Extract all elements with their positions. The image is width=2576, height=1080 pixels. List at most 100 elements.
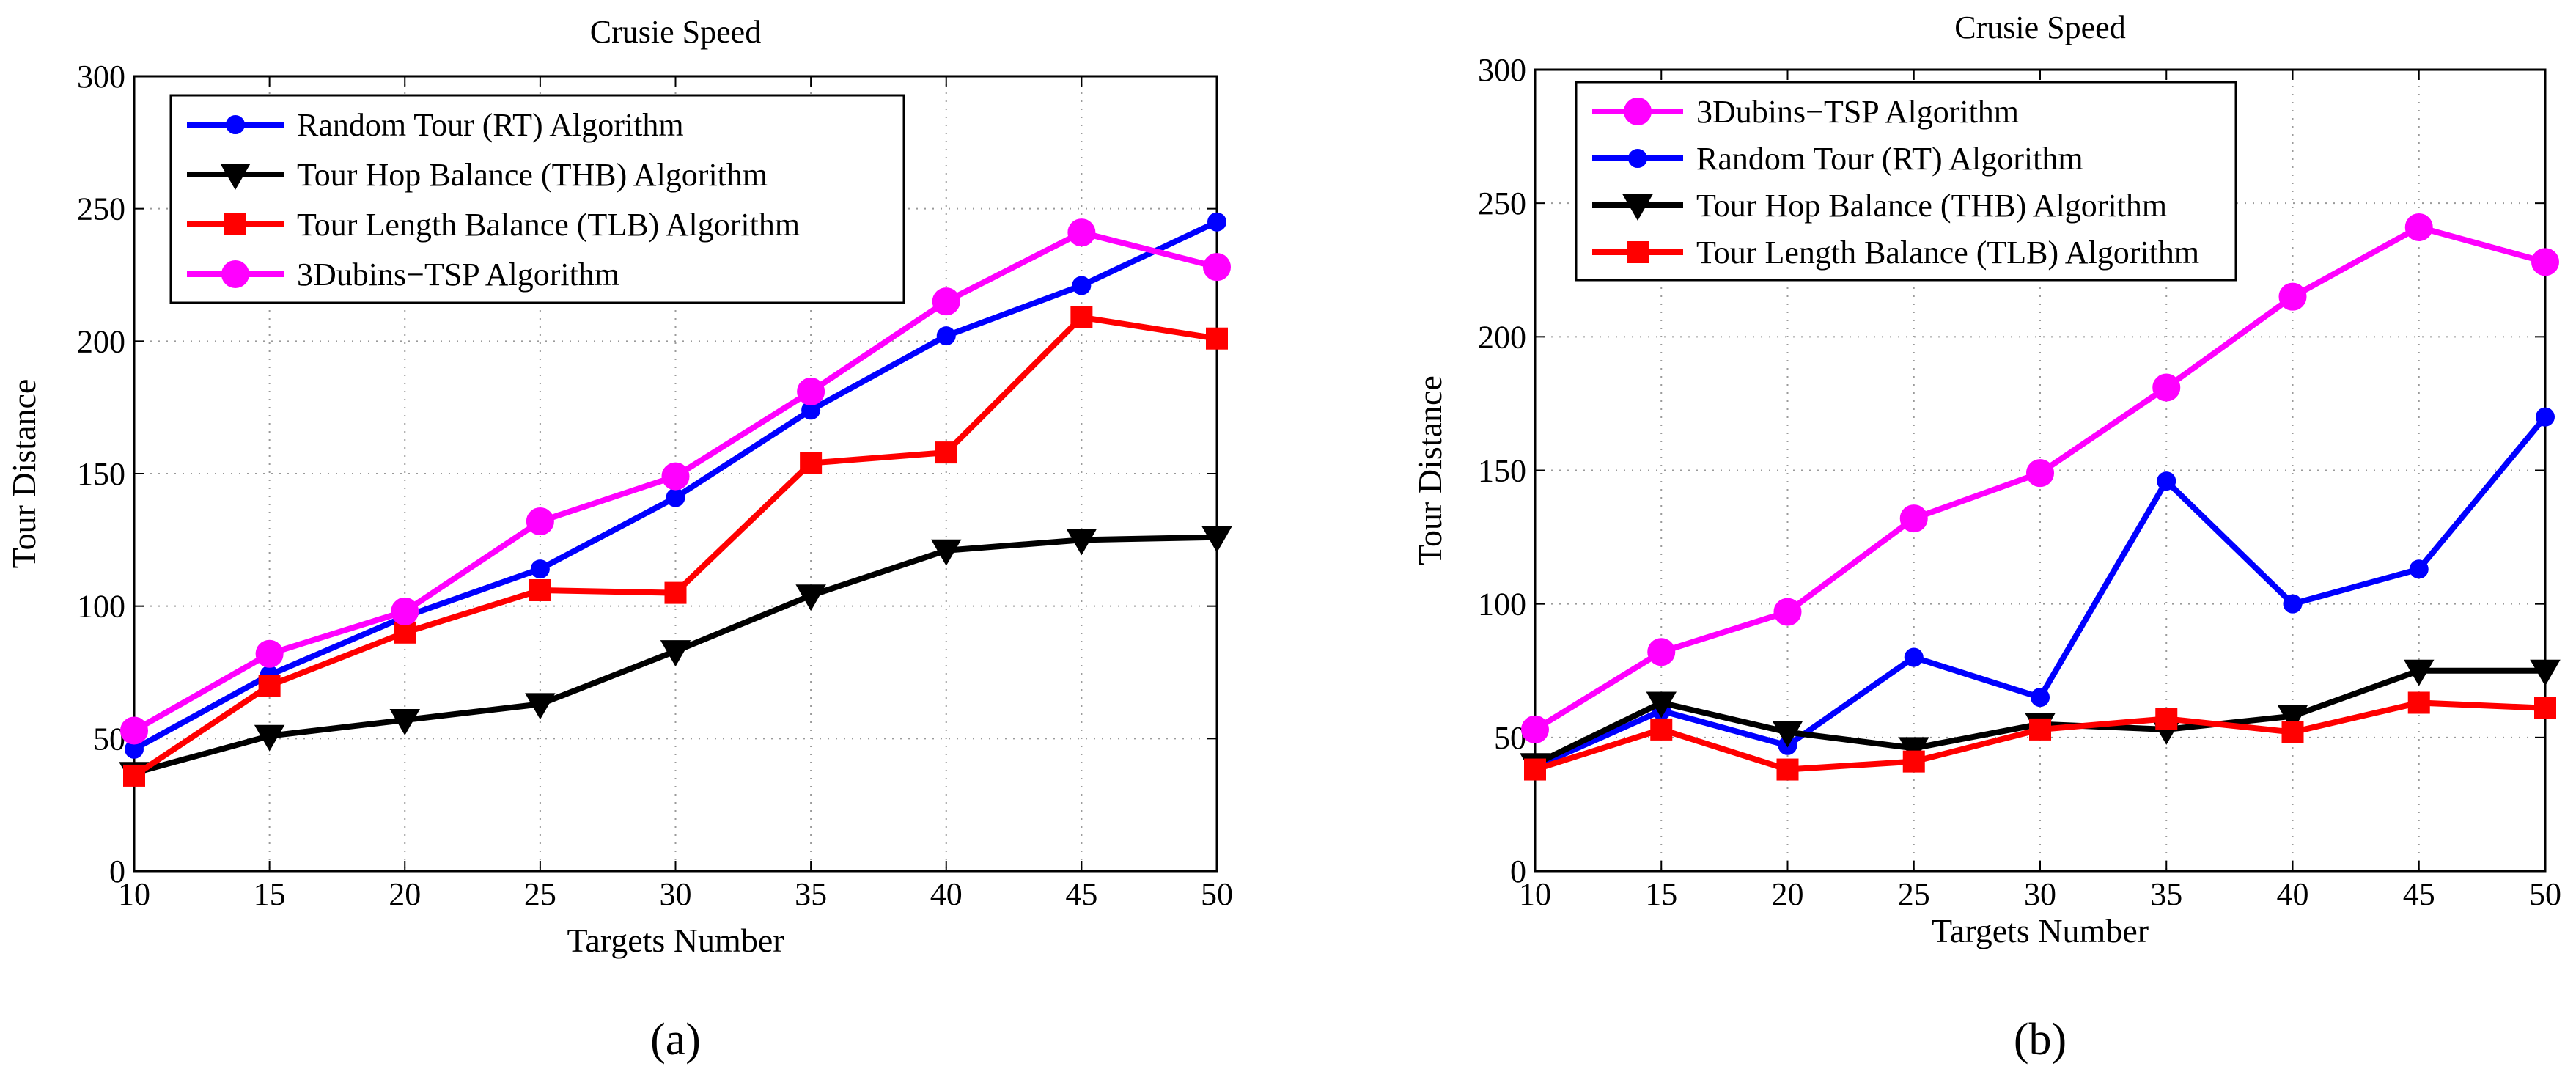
series-tour-length-balance-tlb-algorithm (1524, 691, 2556, 781)
data-point (1066, 529, 1097, 556)
data-point (1521, 715, 1549, 743)
data-point (1646, 691, 1677, 719)
x-tick-label: 30 (660, 876, 692, 912)
y-tick-label: 250 (1478, 185, 1526, 221)
data-point (1650, 718, 1673, 741)
data-point (258, 675, 281, 697)
data-point (2404, 659, 2435, 686)
data-point (1067, 218, 1096, 247)
y-tick-label: 100 (1478, 587, 1526, 622)
chart-a: 10 15 20 25 30 35 40 45 50 0 50 100 150 200 250 300 Crus… (5, 14, 1233, 1065)
y-tick-label: 0 (109, 853, 125, 889)
data-point (2530, 659, 2561, 686)
data-point (1902, 750, 1925, 773)
data-point (1899, 737, 1929, 764)
data-point (2281, 721, 2304, 743)
data-point (123, 764, 145, 787)
data-point (661, 462, 690, 491)
data-point (254, 724, 285, 752)
data-point (2157, 471, 2176, 491)
data-point (2534, 697, 2556, 719)
legend-marker (1627, 241, 1649, 263)
data-point (666, 488, 685, 507)
y-tick-label: 100 (77, 589, 125, 625)
x-tick-label: 50 (2529, 876, 2561, 912)
legend-item: Tour Hop Balance (THB) Algorithm (187, 157, 768, 193)
data-point (1203, 253, 1231, 282)
data-point (1072, 276, 1092, 295)
data-point (1899, 504, 1928, 533)
data-point (255, 639, 284, 668)
legend-box (1575, 81, 2237, 282)
data-point (664, 581, 687, 604)
chart-title: Crusie Speed (1954, 10, 2125, 45)
data-point (931, 539, 962, 566)
y-tick-label: 300 (77, 59, 125, 95)
figure-caption: (b) (2014, 1015, 2067, 1065)
x-tick-label: 20 (389, 876, 421, 912)
data-point (529, 578, 551, 601)
legend-label: 3Dubins−TSP Algorithm (1696, 94, 2019, 130)
data-point (1201, 526, 1232, 553)
x-tick-label: 15 (254, 876, 286, 912)
x-tick-label: 10 (118, 876, 150, 912)
data-point (2536, 407, 2555, 427)
y-tick-label: 250 (77, 191, 125, 227)
legend-item: Tour Length Balance (TLB) Algorithm (1592, 235, 2199, 271)
data-point (2278, 282, 2307, 311)
x-tick-label: 50 (1201, 876, 1233, 912)
data-point (2031, 688, 2050, 708)
legend-label: Tour Hop Balance (THB) Algorithm (297, 157, 768, 193)
legend-item: Tour Length Balance (TLB) Algorithm (187, 207, 800, 243)
legend-marker (226, 115, 245, 134)
data-point (1647, 638, 1676, 666)
data-point (1776, 758, 1799, 781)
data-point (1904, 647, 1924, 667)
series-3dubins-tsp-algorithm (120, 218, 1231, 745)
legend-label: Tour Length Balance (TLB) Algorithm (297, 207, 800, 243)
data-point (2152, 373, 2181, 402)
x-tick-label: 40 (930, 876, 963, 912)
legend: Random Tour (RT) Algorithm Tour Hop Balan… (169, 94, 905, 304)
legend-item: 3Dubins−TSP Algorithm (1592, 94, 2019, 130)
series-3dubins-tsp-algorithm (1521, 213, 2559, 743)
data-point (1070, 306, 1093, 328)
y-tick-label: 150 (77, 456, 125, 492)
figure-caption: (a) (650, 1015, 701, 1065)
data-point (120, 716, 148, 745)
x-tick-label: 25 (1898, 876, 1930, 912)
data-point (2029, 718, 2051, 741)
data-point (795, 584, 826, 611)
data-point (660, 640, 691, 667)
data-point (936, 326, 956, 346)
x-tick-label: 40 (2277, 876, 2309, 912)
y-axis-label: Tour Distance (1411, 375, 1449, 565)
chart-title: Crusie Speed (590, 14, 761, 50)
legend-item: Random Tour (RT) Algorithm (187, 107, 684, 143)
x-tick-label: 25 (524, 876, 556, 912)
data-point (2404, 213, 2433, 241)
chart-b: 10 15 20 25 30 35 40 45 50 0 50 100 150 200 250 300 Crus… (1411, 10, 2561, 1065)
x-tick-label: 20 (1772, 876, 1804, 912)
y-tick-label: 0 (1510, 853, 1526, 889)
data-point (2277, 705, 2308, 732)
data-point (1773, 598, 1802, 626)
y-tick-label: 200 (1478, 319, 1526, 355)
legend-item: Random Tour (RT) Algorithm (1592, 141, 2083, 177)
series-tour-length-balance-tlb-algorithm (123, 306, 1228, 787)
x-tick-label: 35 (795, 876, 827, 912)
data-point (389, 709, 420, 736)
data-point (2155, 708, 2178, 730)
x-tick-label: 35 (2150, 876, 2182, 912)
y-tick-label: 200 (77, 323, 125, 359)
data-point (1206, 327, 1228, 350)
y-tick-label: 150 (1478, 453, 1526, 489)
data-point (394, 621, 416, 644)
legend-marker (221, 260, 249, 288)
legend-label: Random Tour (RT) Algorithm (297, 107, 684, 143)
legend: 3Dubins−TSP Algorithm Random Tour (RT) Al… (1575, 81, 2237, 282)
data-point (526, 507, 554, 536)
legend-marker (220, 164, 251, 191)
y-tick-label: 50 (1494, 720, 1526, 756)
